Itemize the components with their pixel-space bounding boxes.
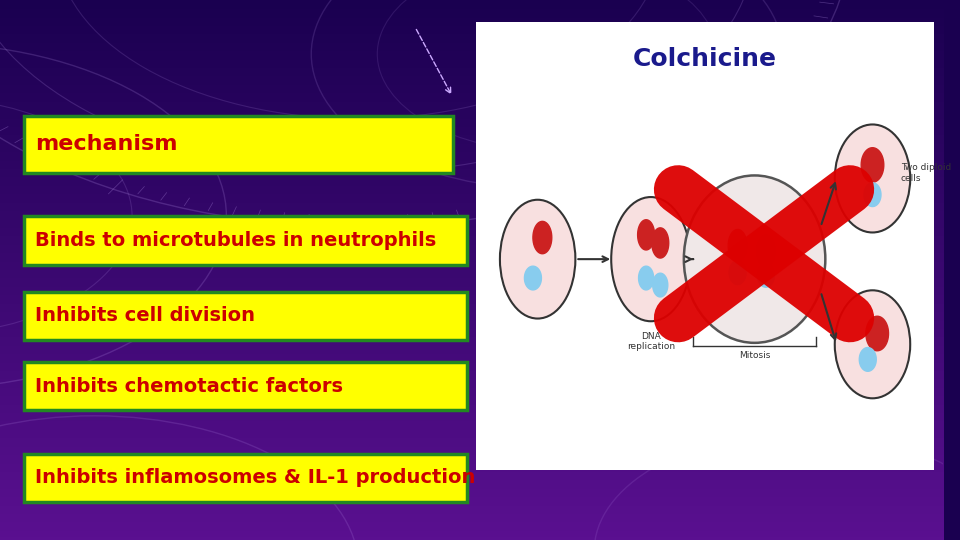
Polygon shape [866, 316, 889, 351]
FancyBboxPatch shape [476, 22, 934, 470]
FancyBboxPatch shape [24, 362, 467, 410]
Polygon shape [637, 220, 655, 250]
Polygon shape [859, 348, 876, 372]
Polygon shape [864, 183, 881, 206]
Text: Colchicine: Colchicine [633, 48, 777, 71]
Polygon shape [524, 266, 541, 290]
Polygon shape [756, 235, 776, 267]
Polygon shape [729, 230, 747, 262]
Ellipse shape [612, 197, 690, 321]
Text: Inhibits chemotactic factors: Inhibits chemotactic factors [35, 376, 343, 396]
FancyBboxPatch shape [24, 292, 467, 340]
Text: Mitosis: Mitosis [739, 351, 770, 360]
Polygon shape [861, 148, 884, 182]
FancyBboxPatch shape [24, 216, 467, 265]
Polygon shape [730, 261, 746, 285]
Text: mechanism: mechanism [35, 134, 178, 154]
Text: Two diploid
cells: Two diploid cells [900, 164, 951, 183]
Text: Inhibits cell division: Inhibits cell division [35, 306, 255, 326]
FancyBboxPatch shape [24, 116, 453, 173]
Text: DNA
replication: DNA replication [627, 332, 675, 352]
Polygon shape [652, 228, 669, 258]
Polygon shape [653, 273, 668, 297]
Text: Binds to microtubules in neutrophils: Binds to microtubules in neutrophils [35, 231, 436, 250]
Ellipse shape [835, 125, 910, 232]
Ellipse shape [500, 200, 575, 319]
Polygon shape [757, 264, 775, 287]
Ellipse shape [835, 291, 910, 399]
Text: Inhibits inflamosomes & IL-1 production: Inhibits inflamosomes & IL-1 production [35, 468, 475, 488]
Polygon shape [533, 221, 552, 254]
Ellipse shape [684, 176, 826, 343]
FancyBboxPatch shape [24, 454, 467, 502]
Polygon shape [638, 266, 654, 290]
